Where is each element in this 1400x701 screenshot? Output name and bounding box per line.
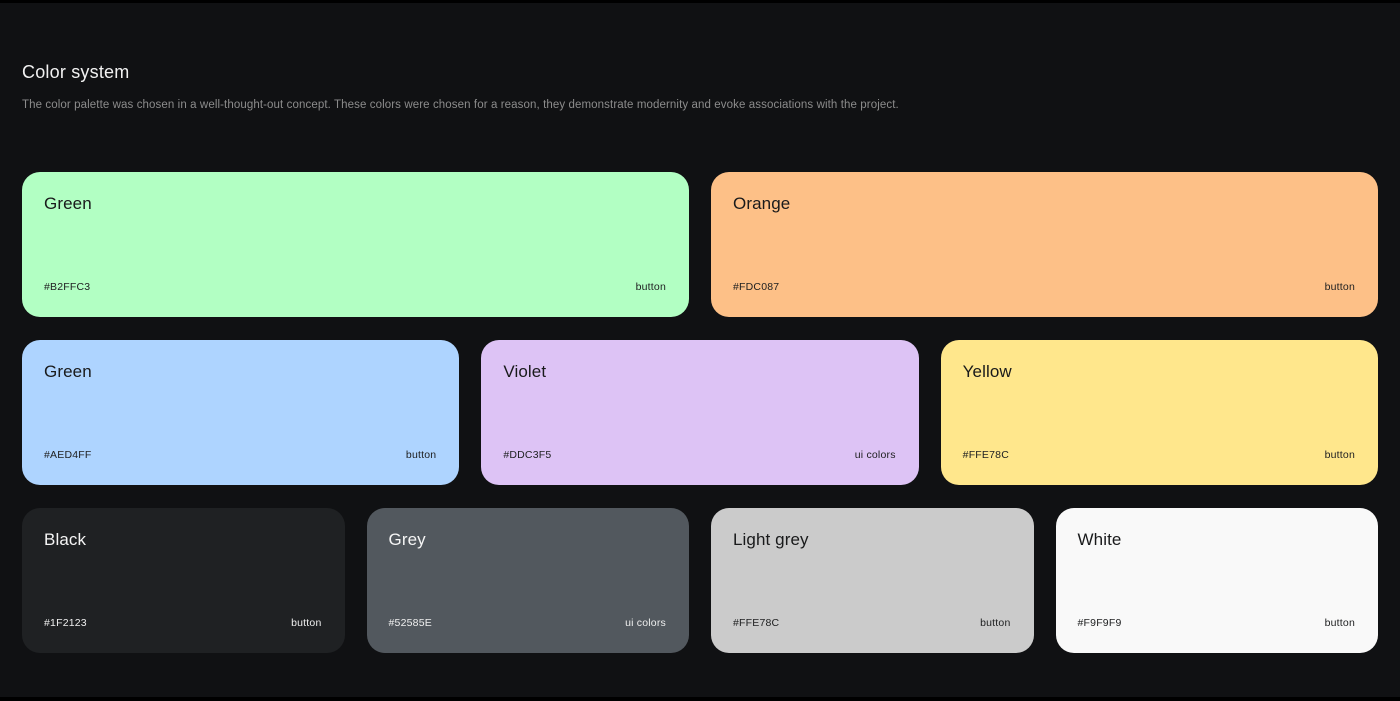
- color-usage-tag: button: [1324, 449, 1355, 461]
- top-letterbox-bar: [0, 0, 1400, 3]
- color-swatch-card[interactable]: Violet #DDC3F5 ui colors: [481, 340, 919, 485]
- color-usage-tag: button: [980, 617, 1011, 629]
- color-swatch-card[interactable]: Orange #FDC087 button: [711, 172, 1378, 317]
- color-name: Green: [44, 362, 92, 381]
- color-name: White: [1077, 530, 1122, 549]
- color-hex-code: #FDC087: [733, 281, 780, 293]
- color-usage-tag: button: [1324, 617, 1355, 629]
- color-name: Violet: [503, 362, 547, 381]
- color-swatch-card[interactable]: Green #B2FFC3 button: [22, 172, 689, 317]
- palette-row: Green #AED4FF button Violet #DDC3F5 ui colors…: [22, 340, 1378, 485]
- palette-grid: Green #B2FFC3 button Orange #FDC087 button Gre…: [22, 172, 1378, 653]
- color-usage-tag: ui colors: [625, 617, 666, 629]
- color-swatch-card[interactable]: Green #AED4FF button: [22, 340, 460, 485]
- color-usage-tag: button: [1324, 281, 1355, 293]
- page-title: Color system: [22, 62, 130, 82]
- color-usage-tag: ui colors: [854, 449, 896, 461]
- color-swatch-card[interactable]: Black #1F2123 button: [22, 508, 345, 653]
- color-swatch-card[interactable]: Grey #52585E ui colors: [366, 508, 689, 653]
- bottom-letterbox-bar: [0, 697, 1400, 701]
- color-name: Yellow: [962, 362, 1012, 381]
- color-usage-tag: button: [291, 617, 322, 629]
- palette-row: Black #1F2123 button Grey #52585E ui colors Li…: [22, 508, 1378, 653]
- color-name: Orange: [733, 194, 791, 213]
- color-name: Grey: [388, 530, 426, 549]
- color-hex-code: #52585E: [388, 617, 432, 629]
- color-hex-code: #FFE78C: [733, 617, 780, 629]
- color-swatch-card[interactable]: Yellow #FFE78C button: [940, 340, 1378, 485]
- color-hex-code: #DDC3F5: [503, 449, 552, 461]
- color-usage-tag: button: [405, 449, 437, 461]
- page-header: Color system The color palette was chose…: [22, 62, 1378, 113]
- color-hex-code: #FFE78C: [962, 449, 1009, 461]
- color-usage-tag: button: [635, 281, 666, 293]
- color-hex-code: #F9F9F9: [1077, 617, 1122, 629]
- color-swatch-card[interactable]: White #F9F9F9 button: [1055, 508, 1378, 653]
- color-hex-code: #B2FFC3: [44, 281, 91, 293]
- color-swatch-card[interactable]: Light grey #FFE78C button: [711, 508, 1034, 653]
- color-hex-code: #1F2123: [44, 617, 87, 629]
- palette-row: Green #B2FFC3 button Orange #FDC087 button: [22, 172, 1378, 317]
- color-hex-code: #AED4FF: [44, 449, 92, 461]
- color-name: Light grey: [733, 530, 809, 549]
- page-subtitle: The color palette was chosen in a well-t…: [22, 98, 899, 111]
- color-name: Black: [44, 530, 87, 549]
- color-name: Green: [44, 194, 92, 213]
